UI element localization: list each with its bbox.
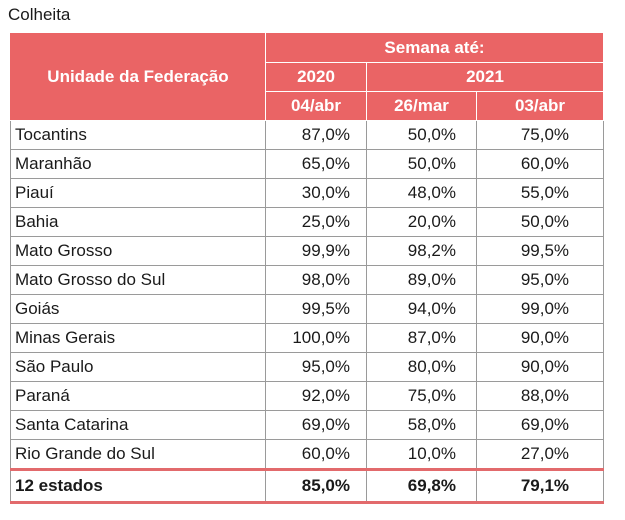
value-cell: 50,0% (366, 120, 477, 150)
table-row: Piauí 30,0% 48,0% 55,0% (10, 178, 605, 208)
state-name: Santa Catarina (10, 410, 266, 440)
value-cell: 99,5% (265, 294, 367, 324)
value-cell: 55,0% (475, 178, 605, 208)
value-cell: 50,0% (475, 207, 605, 237)
table-caption: Colheita (8, 5, 71, 24)
value-cell: 60,0% (475, 149, 605, 179)
column-header-date-1: 04/abr (265, 91, 367, 121)
state-name: São Paulo (10, 352, 266, 382)
value-cell: 98,2% (366, 236, 477, 266)
value-cell: 30,0% (265, 178, 367, 208)
value-cell: 95,0% (475, 265, 605, 295)
state-name: Minas Gerais (10, 323, 266, 353)
value-cell: 87,0% (265, 120, 367, 150)
value-cell: 10,0% (366, 439, 477, 470)
table-row: Mato Grosso 99,9% 98,2% 99,5% (10, 236, 605, 266)
table-total-row: 12 estados 85,0% 69,8% 79,1% (10, 468, 605, 504)
value-cell: 20,0% (366, 207, 477, 237)
value-cell: 99,9% (265, 236, 367, 266)
state-name: Tocantins (10, 120, 266, 150)
state-name: Goiás (10, 294, 266, 324)
value-cell: 100,0% (265, 323, 367, 353)
harvest-table: Unidade da Federação Semana até: 2020 20… (10, 32, 605, 504)
table-row: Bahia 25,0% 20,0% 50,0% (10, 207, 605, 237)
value-cell: 90,0% (475, 323, 605, 353)
table-row: Paraná 92,0% 75,0% 88,0% (10, 381, 605, 411)
value-cell: 94,0% (366, 294, 477, 324)
value-cell: 80,0% (366, 352, 477, 382)
state-name: Paraná (10, 381, 266, 411)
value-cell: 69,0% (265, 410, 367, 440)
value-cell: 65,0% (265, 149, 367, 179)
table-row: Tocantins 87,0% 50,0% 75,0% (10, 120, 605, 150)
value-cell: 89,0% (366, 265, 477, 295)
value-cell: 27,0% (475, 439, 605, 470)
column-header-week: Semana até: (264, 32, 605, 63)
value-cell: 85,0% (265, 468, 367, 504)
value-cell: 90,0% (475, 352, 605, 382)
column-header-date-2: 26/mar (366, 91, 477, 121)
table-row: Santa Catarina 69,0% 58,0% 69,0% (10, 410, 605, 440)
value-cell: 69,8% (366, 468, 477, 504)
value-cell: 25,0% (265, 207, 367, 237)
state-name: Bahia (10, 207, 266, 237)
table-row: Rio Grande do Sul 60,0% 10,0% 27,0% (10, 439, 605, 470)
value-cell: 75,0% (366, 381, 477, 411)
state-name: Mato Grosso do Sul (10, 265, 266, 295)
value-cell: 75,0% (475, 120, 605, 150)
total-label: 12 estados (10, 468, 266, 504)
column-header-year-2020: 2020 (265, 62, 367, 92)
state-name: Piauí (10, 178, 266, 208)
table-row: Mato Grosso do Sul 98,0% 89,0% 95,0% (10, 265, 605, 295)
state-name: Maranhão (10, 149, 266, 179)
value-cell: 69,0% (475, 410, 605, 440)
column-header-date-3: 03/abr (475, 91, 605, 121)
value-cell: 79,1% (475, 468, 605, 504)
value-cell: 58,0% (366, 410, 477, 440)
table-row: Minas Gerais 100,0% 87,0% 90,0% (10, 323, 605, 353)
table-row: Maranhão 65,0% 50,0% 60,0% (10, 149, 605, 179)
value-cell: 99,5% (475, 236, 605, 266)
value-cell: 95,0% (265, 352, 367, 382)
table-row: São Paulo 95,0% 80,0% 90,0% (10, 352, 605, 382)
table-row: Goiás 99,5% 94,0% 99,0% (10, 294, 605, 324)
value-cell: 60,0% (265, 439, 367, 470)
column-header-unit: Unidade da Federação (10, 32, 266, 121)
value-cell: 87,0% (366, 323, 477, 353)
state-name: Mato Grosso (10, 236, 266, 266)
state-name: Rio Grande do Sul (10, 439, 266, 470)
value-cell: 98,0% (265, 265, 367, 295)
value-cell: 88,0% (475, 381, 605, 411)
value-cell: 99,0% (475, 294, 605, 324)
column-header-year-2021: 2021 (365, 62, 605, 92)
value-cell: 50,0% (366, 149, 477, 179)
value-cell: 48,0% (366, 178, 477, 208)
value-cell: 92,0% (265, 381, 367, 411)
